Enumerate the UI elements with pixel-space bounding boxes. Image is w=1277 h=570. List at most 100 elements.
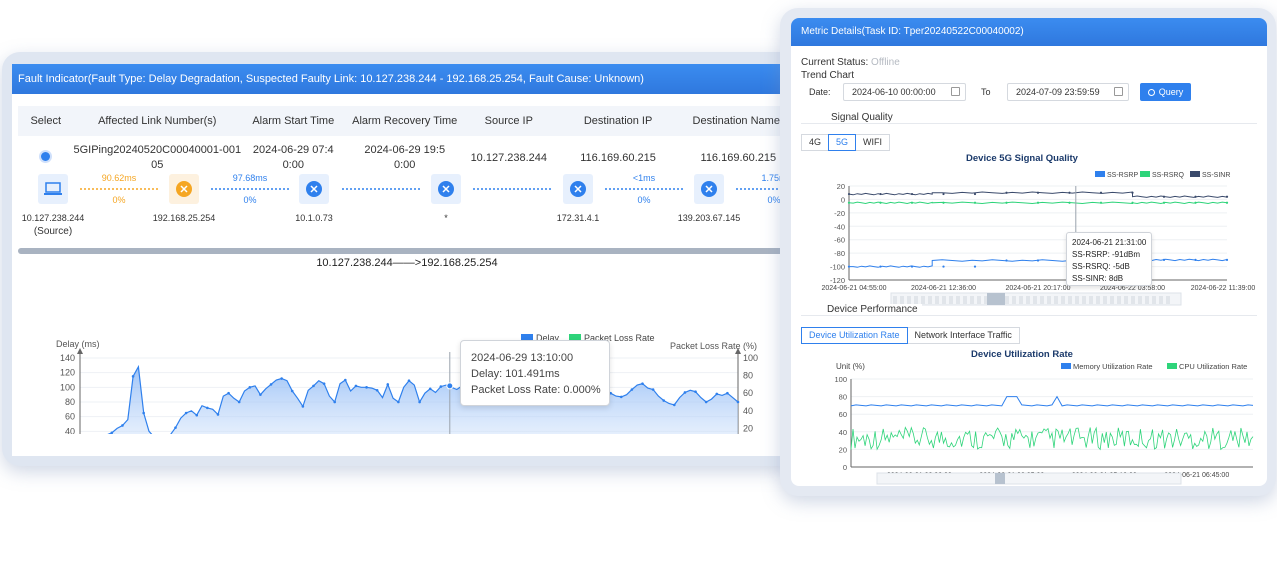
series-point: [973, 201, 977, 204]
delay-point: [428, 387, 432, 391]
row-radio[interactable]: [41, 151, 51, 161]
delay-point: [301, 405, 305, 408]
table-scrollbar[interactable]: [18, 248, 798, 254]
calendar-icon[interactable]: [951, 87, 960, 96]
series-point: [1068, 201, 1071, 204]
zoom-slider-preview: [1068, 296, 1072, 304]
zoom-slider-preview: [1103, 296, 1107, 304]
y2-tick-label: 60: [743, 388, 753, 398]
series-point: [1099, 191, 1103, 194]
destination-name-cell: 116.169.60.215: [700, 151, 777, 164]
zoom-slider-preview: [1005, 296, 1009, 304]
delay-point: [227, 391, 230, 395]
series-point: [973, 192, 977, 196]
delay-point: [110, 431, 114, 434]
router-icon: [701, 181, 717, 197]
y2-tick-label: 100: [743, 353, 758, 363]
legend-swatch: [1167, 363, 1177, 369]
zoom-slider-preview: [907, 296, 911, 304]
divider: [801, 315, 1257, 316]
delay-point: [715, 392, 719, 396]
x-tick-label: 2024-06-21 12:36:00: [911, 285, 976, 292]
series-point: [1005, 201, 1008, 204]
zoom-slider-window: [987, 293, 1005, 305]
series-point: [879, 265, 882, 268]
date-to-input[interactable]: 2024-07-09 23:59:59: [1007, 83, 1129, 101]
tab-4g[interactable]: 4G: [801, 134, 830, 151]
topo-node-0[interactable]: [38, 174, 68, 204]
query-button[interactable]: Query: [1140, 83, 1191, 101]
topo-node-2[interactable]: [299, 174, 329, 204]
tooltip-time: 2024-06-29 13:10:00: [471, 352, 574, 364]
device-utilization-chart[interactable]: Device Utilization Rate Unit (%) Memory Ut…: [791, 345, 1267, 485]
scrollbar-thumb[interactable]: [18, 248, 788, 254]
delay-point: [704, 400, 708, 404]
zoom-slider-preview: [956, 296, 960, 304]
date-from-input[interactable]: 2024-06-10 00:00:00: [843, 83, 966, 101]
chart-title: Device 5G Signal Quality: [966, 153, 1079, 164]
chart-tooltip: 2024-06-29 13:10:00 Delay: 101.491ms Pac…: [460, 340, 610, 406]
tooltip-loss: Packet Loss Rate: 0.000%: [471, 384, 601, 396]
path-title: 10.127.238.244——>192.168.25.254: [316, 257, 498, 269]
delay-point: [641, 382, 644, 385]
delay-point: [619, 395, 623, 399]
topo-node-5[interactable]: [694, 174, 724, 204]
legend-swatch: [1095, 171, 1105, 177]
series-point: [1194, 201, 1197, 204]
y-tick-label: 40: [65, 426, 75, 434]
topo-node-1[interactable]: [169, 174, 199, 204]
legend-label: SS-RSRQ: [1152, 172, 1184, 179]
zoom-slider-preview: [963, 296, 967, 304]
y-tick-label: -40: [834, 222, 845, 231]
hover-point: [446, 382, 454, 390]
delay-chart[interactable]: Delay (ms) Packet Loss Rate (%) 20 40 60 80 10…: [12, 264, 802, 434]
y-tick-label: 80: [839, 393, 847, 402]
series-point: [1162, 258, 1166, 261]
x-tick-label: 2024-06-21 04:55:00: [822, 285, 887, 292]
tab-wifi[interactable]: WIFI: [855, 134, 891, 151]
series-point: [1225, 195, 1229, 198]
delay-point: [280, 377, 283, 380]
topo-node-label: 10.1.0.73: [295, 213, 333, 223]
zoom-slider-preview: [1138, 296, 1142, 304]
series-point: [879, 192, 882, 196]
select-cell[interactable]: [18, 136, 73, 180]
topo-node-3[interactable]: [431, 174, 461, 204]
segment-delay: 90.62ms: [101, 173, 137, 183]
tab-network-traffic[interactable]: Network Interface Traffic: [906, 327, 1020, 344]
series-point: [910, 201, 914, 204]
delay-point: [375, 388, 379, 392]
signal-quality-chart[interactable]: Device 5G Signal Quality SS-RSRP SS-RSRQ SS…: [791, 150, 1267, 320]
zoom-slider-preview: [1054, 296, 1058, 304]
tab-device-utilization[interactable]: Device Utilization Rate: [801, 327, 908, 344]
series-point: [910, 192, 914, 196]
delay-point: [439, 385, 443, 388]
series-point: [1036, 191, 1040, 194]
y-tick-label: 60: [839, 410, 847, 419]
delay-point: [673, 403, 676, 407]
delay-point: [344, 378, 347, 382]
series-point: [879, 201, 882, 204]
chart-title: Device Utilization Rate: [971, 349, 1073, 360]
zoom-slider-preview: [1166, 296, 1170, 304]
table-row[interactable]: 5GIPing20240520C00040001-001 05 2024-06-2…: [18, 136, 802, 180]
alarm-start-cell: 2024-06-29 07:4 0:00: [252, 144, 334, 171]
y-axis-label: Delay (ms): [56, 339, 100, 349]
series-point: [1194, 195, 1197, 198]
zoom-slider-preview: [921, 296, 925, 304]
y-tick-label: 20: [837, 182, 845, 191]
x-tick-label: 2024-06-21 20:17:00: [1006, 285, 1071, 292]
x-tick-label: 2024-06-22 11:39:00: [1191, 285, 1256, 292]
metric-panel-title: Metric Details(Task ID: Tper20240522C000…: [791, 18, 1267, 46]
delay-point: [216, 413, 220, 416]
zoom-slider-track: [876, 472, 1182, 485]
zoom-slider-preview: [970, 296, 974, 304]
laptop-icon: [44, 182, 62, 195]
topo-node-4[interactable]: [563, 174, 593, 204]
tab-5g[interactable]: 5G: [828, 134, 857, 151]
calendar-icon[interactable]: [1114, 87, 1123, 96]
y-tick-label: 20: [839, 445, 847, 454]
search-icon: [1147, 89, 1155, 96]
delay-point: [174, 426, 177, 429]
column-header: Alarm Start Time: [241, 106, 346, 136]
